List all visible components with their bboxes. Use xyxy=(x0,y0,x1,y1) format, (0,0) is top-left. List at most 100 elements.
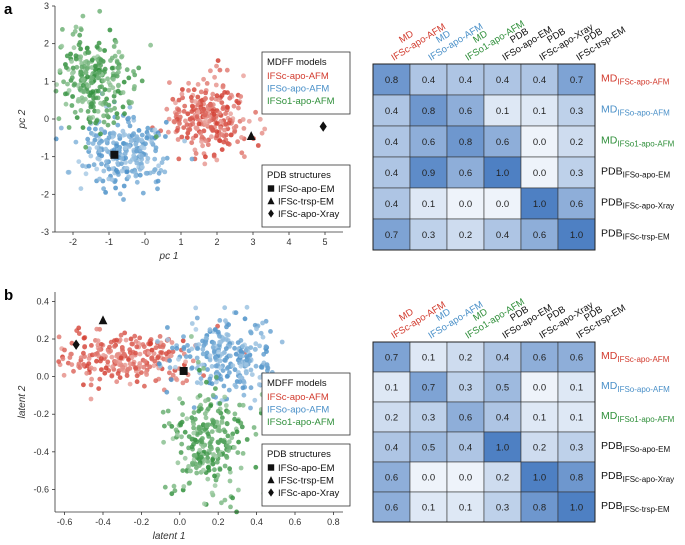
data-point xyxy=(256,382,262,387)
data-point xyxy=(81,64,87,69)
data-point xyxy=(195,346,201,351)
data-point xyxy=(111,44,117,49)
data-point xyxy=(175,460,181,466)
data-point xyxy=(202,501,207,507)
data-point xyxy=(257,343,262,349)
data-point xyxy=(163,134,168,139)
row-label: PDBIFSc-apo-Xray xyxy=(601,197,674,211)
data-point xyxy=(85,136,91,142)
data-point xyxy=(185,111,191,117)
data-point xyxy=(187,468,193,474)
row-label-prefix: MD xyxy=(601,410,618,422)
data-point xyxy=(211,111,217,117)
heatmap-cell xyxy=(409,218,448,251)
data-point xyxy=(205,367,210,372)
data-point xyxy=(98,126,104,132)
data-point xyxy=(86,126,92,132)
data-point xyxy=(180,400,185,406)
data-point xyxy=(205,476,211,482)
heatmap-value: 0.6 xyxy=(496,137,509,148)
data-point xyxy=(226,141,232,147)
data-point xyxy=(114,59,120,65)
data-point xyxy=(230,431,236,437)
data-point xyxy=(205,465,211,470)
data-point xyxy=(204,81,210,86)
data-point xyxy=(102,87,108,92)
data-point xyxy=(80,77,86,83)
data-point xyxy=(184,416,190,422)
data-point xyxy=(259,365,265,370)
legend-model-IFSo-apo-AFM: IFSo-apo-AFM xyxy=(267,84,329,95)
data-point xyxy=(226,387,232,393)
data-point xyxy=(76,97,81,102)
heatmap-value: 0.5 xyxy=(496,383,509,394)
legend-structures-title: PDB structures xyxy=(267,449,331,460)
data-point xyxy=(175,137,181,142)
data-point xyxy=(214,63,219,69)
data-point xyxy=(69,362,75,367)
data-point xyxy=(212,74,218,80)
heatmap-cell xyxy=(483,156,522,189)
data-point xyxy=(225,409,231,415)
data-point xyxy=(83,144,89,150)
heatmap-cell xyxy=(520,125,559,158)
data-point xyxy=(204,451,210,457)
heatmap-value: 0.2 xyxy=(385,413,398,424)
data-point xyxy=(249,372,255,377)
data-point xyxy=(141,145,147,151)
y-tick-label: 0.2 xyxy=(36,334,49,344)
data-point xyxy=(61,79,66,85)
x-tick-label: -1 xyxy=(105,237,113,247)
data-point xyxy=(219,100,225,105)
data-point xyxy=(168,353,174,359)
data-point xyxy=(56,359,62,364)
data-point xyxy=(126,75,132,81)
data-point xyxy=(186,80,192,86)
data-point xyxy=(104,96,109,102)
data-point xyxy=(229,435,235,441)
heatmap-cell xyxy=(372,401,411,433)
data-point xyxy=(257,116,263,122)
data-point xyxy=(195,359,201,365)
data-point xyxy=(225,433,231,439)
data-point xyxy=(176,107,182,112)
data-point xyxy=(165,408,171,414)
data-point xyxy=(204,350,210,356)
data-point xyxy=(209,364,215,369)
data-point xyxy=(92,108,97,114)
data-point xyxy=(112,106,117,111)
data-point xyxy=(169,491,175,497)
heatmap-value: 1.0 xyxy=(496,443,509,454)
data-point xyxy=(132,72,138,78)
data-point xyxy=(255,143,261,148)
row-label-prefix: MD xyxy=(601,104,618,116)
data-point xyxy=(156,361,162,367)
data-point xyxy=(233,384,239,390)
data-point xyxy=(223,318,228,324)
data-point xyxy=(248,329,253,335)
data-point xyxy=(203,398,208,404)
x-tick-label: 0.2 xyxy=(212,517,225,527)
data-point xyxy=(122,330,128,336)
data-point xyxy=(166,116,172,122)
data-point xyxy=(198,380,204,386)
data-point xyxy=(257,375,263,380)
data-point xyxy=(153,378,159,384)
data-point xyxy=(126,115,131,121)
data-point xyxy=(173,427,179,433)
x-tick-label: 5 xyxy=(322,237,327,247)
data-point xyxy=(195,109,201,115)
heatmap-cell xyxy=(483,63,522,96)
data-point xyxy=(96,347,102,353)
heatmap-cell xyxy=(520,491,559,523)
y-tick-label: 1 xyxy=(44,76,49,86)
data-point xyxy=(152,156,158,162)
data-point xyxy=(202,411,208,417)
data-point xyxy=(113,39,119,45)
data-point xyxy=(190,460,195,466)
data-point xyxy=(114,379,120,385)
data-point xyxy=(80,125,86,130)
heatmap-cell xyxy=(446,461,485,493)
row-label: PDBIFSc-trsp-EM xyxy=(601,500,670,514)
data-point xyxy=(181,109,187,114)
